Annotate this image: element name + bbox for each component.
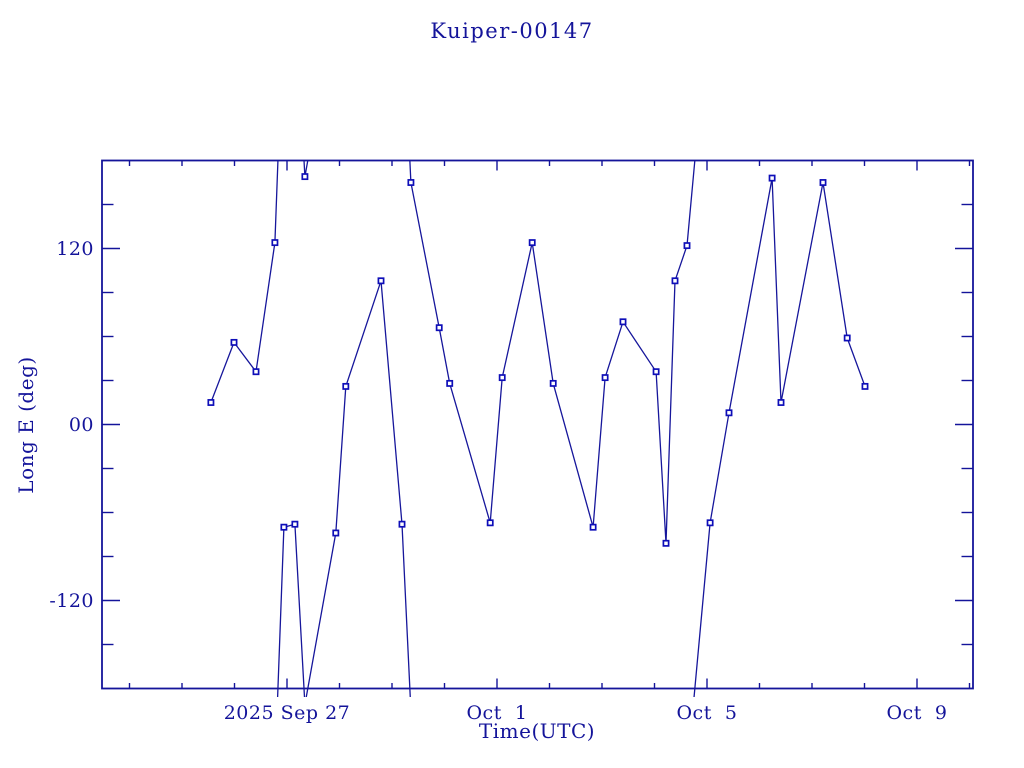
- data-point-marker: [207, 399, 215, 406]
- data-point-marker: [280, 523, 288, 531]
- data-point-marker: [528, 239, 536, 247]
- plot-frame: [101, 159, 974, 690]
- x-axis-tick-labels: 2025 Sep 27 Oct 1 Oct 5 Oct 9: [224, 702, 947, 724]
- data-point-marker: [777, 399, 785, 406]
- data-point-marker: [819, 179, 827, 186]
- data-point-marker: [271, 239, 279, 247]
- data-point-marker: [291, 520, 299, 528]
- data-point-marker: [252, 368, 260, 376]
- x-tick-label-oct1: Oct 1: [466, 702, 527, 724]
- data-point-marker: [446, 379, 454, 387]
- y-tick-label-00: 00: [69, 414, 94, 436]
- data-point-marker: [671, 277, 679, 285]
- data-point-marker: [683, 242, 691, 250]
- data-point-marker: [342, 382, 350, 390]
- data-point-marker: [768, 174, 776, 182]
- data-point-marker: [662, 539, 670, 547]
- data-point-marker: [706, 519, 714, 527]
- data-point-marker: [407, 179, 415, 186]
- data-point-marker: [601, 374, 609, 382]
- x-tick-label-oct5: Oct 5: [676, 702, 737, 724]
- data-line: [210, 160, 866, 697]
- data-point-marker: [549, 379, 557, 387]
- y-axis-title: Long E (deg): [14, 356, 38, 493]
- y-axis-tick-labels: 120 00 -120: [49, 238, 94, 612]
- data-point-marker: [332, 529, 340, 537]
- data-series: [207, 160, 869, 697]
- y-tick-label-neg120: -120: [49, 590, 94, 612]
- x-tick-label-oct9: Oct 9: [886, 702, 947, 724]
- data-point-marker: [398, 520, 406, 528]
- data-point-marker: [861, 382, 869, 390]
- x-axis-title: Time(UTC): [479, 719, 595, 743]
- data-point-marker: [498, 374, 506, 382]
- plot-border: [101, 159, 974, 690]
- y-tick-label-120: 120: [56, 238, 94, 260]
- data-point-marker: [843, 334, 851, 342]
- data-point-marker: [652, 368, 660, 376]
- data-point-marker: [435, 324, 443, 332]
- data-point-marker: [301, 173, 309, 181]
- data-point-marker: [486, 519, 494, 527]
- data-point-marker: [377, 277, 385, 285]
- data-point-marker: [589, 523, 597, 531]
- data-point-marker: [230, 338, 238, 346]
- x-tick-label-sep27: 2025 Sep 27: [224, 702, 351, 724]
- data-point-marker: [619, 318, 627, 326]
- chart-title: Kuiper-00147: [430, 19, 593, 43]
- data-point-marker: [725, 409, 733, 417]
